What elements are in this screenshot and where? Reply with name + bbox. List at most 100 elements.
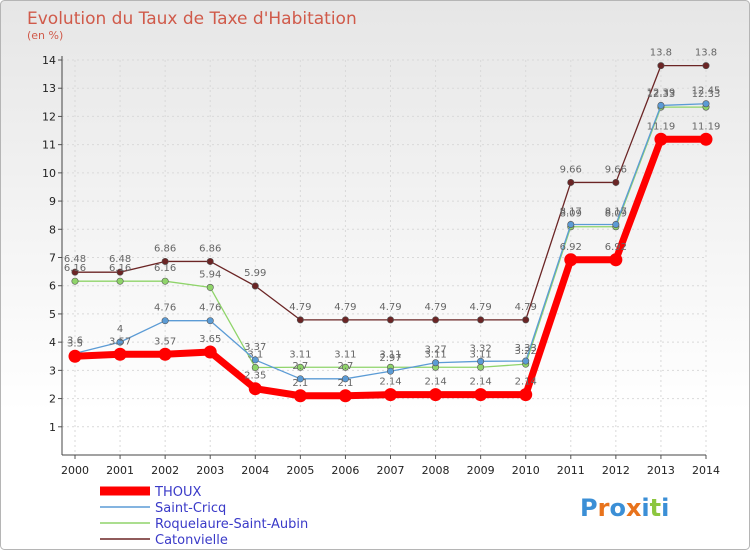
data-label: 11.19 bbox=[647, 121, 676, 132]
data-point bbox=[522, 357, 530, 365]
data-label: 12.33 bbox=[647, 89, 676, 100]
logo-letter: r bbox=[598, 494, 610, 522]
data-label: 2.14 bbox=[379, 377, 401, 388]
data-label: 9.66 bbox=[560, 164, 582, 175]
y-tick-label: 8 bbox=[49, 223, 56, 236]
data-label: 3.33 bbox=[515, 343, 537, 354]
data-point bbox=[206, 257, 214, 265]
x-tick-label: 2010 bbox=[512, 464, 540, 477]
data-label: 2.14 bbox=[515, 377, 537, 388]
data-point bbox=[432, 316, 440, 324]
data-point bbox=[609, 253, 623, 267]
x-tick-label: 2008 bbox=[422, 464, 450, 477]
data-point bbox=[567, 220, 575, 228]
data-point bbox=[386, 316, 394, 324]
y-tick-label: 7 bbox=[49, 252, 56, 265]
data-label: 5.94 bbox=[199, 269, 221, 280]
data-point bbox=[657, 101, 665, 109]
chart-title: Evolution du Taux de Taxe d'Habitation bbox=[27, 9, 357, 29]
data-label: 2.14 bbox=[470, 377, 492, 388]
data-label: 9.66 bbox=[605, 164, 627, 175]
data-point bbox=[702, 62, 710, 70]
data-label: 3.11 bbox=[424, 349, 446, 360]
data-label: 6.86 bbox=[199, 243, 221, 254]
data-label: 4 bbox=[117, 324, 123, 335]
data-point bbox=[158, 347, 172, 361]
data-point bbox=[477, 363, 485, 371]
y-tick-label: 5 bbox=[49, 308, 56, 321]
data-label: 4.79 bbox=[289, 302, 311, 313]
data-label: 6.16 bbox=[109, 263, 131, 274]
data-label: 3.57 bbox=[109, 336, 131, 347]
data-point bbox=[477, 316, 485, 324]
proxiti-logo: Proxiti bbox=[580, 494, 669, 522]
data-label: 12.45 bbox=[692, 86, 721, 97]
data-point bbox=[251, 364, 259, 372]
series-saint-cricq: 3.6 4 4.76 4.76 3.37 2.7 2.7 2.97 3.27 3.32 3.33 8.… bbox=[67, 86, 721, 383]
logo-letter: i bbox=[661, 494, 669, 522]
data-point bbox=[567, 178, 575, 186]
chart-subtitle: (en %) bbox=[27, 29, 63, 42]
grid bbox=[62, 59, 707, 455]
data-label: 3.1 bbox=[247, 350, 263, 361]
data-point bbox=[251, 356, 259, 364]
y-tick-label: 9 bbox=[49, 195, 56, 208]
y-tick-label: 2 bbox=[49, 393, 56, 406]
data-label: 6.92 bbox=[560, 242, 582, 253]
data-label: 3.57 bbox=[154, 336, 176, 347]
x-tick-label: 2011 bbox=[557, 464, 585, 477]
x-tick-label: 2005 bbox=[286, 464, 314, 477]
x-tick-label: 2000 bbox=[61, 464, 89, 477]
data-label: 13.8 bbox=[695, 48, 717, 59]
data-point bbox=[699, 132, 713, 146]
legend: THOUXSaint-CricqRoquelaure-Saint-AubinCa… bbox=[100, 485, 308, 548]
data-label: 6.92 bbox=[605, 242, 627, 253]
data-label: 3.27 bbox=[424, 345, 446, 356]
y-tick-label: 3 bbox=[49, 364, 56, 377]
x-tick-label: 2012 bbox=[602, 464, 630, 477]
logo-letter: x bbox=[626, 494, 642, 522]
x-tick-label: 2001 bbox=[106, 464, 134, 477]
data-label: 2.35 bbox=[244, 371, 266, 382]
data-point bbox=[293, 389, 307, 403]
data-label: 4.79 bbox=[424, 302, 446, 313]
data-point bbox=[612, 220, 620, 228]
data-label: 11.19 bbox=[692, 121, 721, 132]
data-point bbox=[341, 316, 349, 324]
legend-entry: Roquelaure-Saint-Aubin bbox=[155, 517, 308, 532]
logo-letter: i bbox=[641, 494, 649, 522]
data-label: 2.1 bbox=[337, 378, 353, 389]
data-label: 6.16 bbox=[154, 263, 176, 274]
x-tick-label: 2003 bbox=[196, 464, 224, 477]
data-label: 2.7 bbox=[292, 361, 308, 372]
data-point bbox=[251, 282, 259, 290]
data-point bbox=[341, 363, 349, 371]
data-label: 8.09 bbox=[605, 209, 627, 220]
series-catonvielle: 6.48 6.48 6.86 6.86 5.99 4.79 4.79 4.79 4.79 4.79… bbox=[64, 48, 717, 324]
x-tick-label: 2009 bbox=[467, 464, 495, 477]
data-label: 2.97 bbox=[379, 353, 401, 364]
series-group: 6.48 6.48 6.86 6.86 5.99 4.79 4.79 4.79 4.79 4.79… bbox=[64, 48, 721, 403]
data-point bbox=[161, 317, 169, 325]
data-point bbox=[519, 388, 533, 402]
data-point bbox=[296, 363, 304, 371]
data-label: 8.17 bbox=[605, 206, 627, 217]
x-tick-label: 2006 bbox=[331, 464, 359, 477]
data-point bbox=[113, 347, 127, 361]
data-point bbox=[429, 388, 443, 402]
data-label: 3.11 bbox=[334, 349, 356, 360]
data-label: 4.76 bbox=[154, 303, 176, 314]
data-point bbox=[71, 268, 79, 276]
x-tick-label: 2007 bbox=[377, 464, 405, 477]
y-tick-label: 13 bbox=[42, 82, 56, 95]
series-roquelaure-saint-aubin: 6.16 6.16 6.165.943.1 3.11 3.11 3.11 3.11 3.11 3… bbox=[64, 89, 720, 372]
x-tick-label: 2004 bbox=[241, 464, 269, 477]
data-point bbox=[564, 253, 578, 267]
legend-entry: Saint-Cricq bbox=[155, 501, 226, 516]
y-tick-label: 14 bbox=[42, 54, 56, 67]
x-tick-label: 2013 bbox=[647, 464, 675, 477]
data-point bbox=[338, 389, 352, 403]
data-label: 3.11 bbox=[379, 349, 401, 360]
data-label: 6.86 bbox=[154, 243, 176, 254]
